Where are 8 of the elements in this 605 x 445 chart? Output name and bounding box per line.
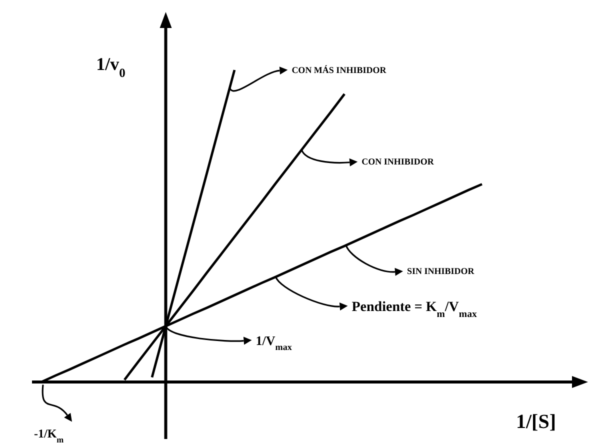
- text: -1/K$_{m}$: [34, 426, 64, 444]
- annotation: 1/V$_{max}$: [256, 333, 292, 352]
- x-axis-title: 1/[S]: [516, 411, 556, 433]
- legend-label: SIN INHIBIDOR: [407, 266, 475, 276]
- y-axis-title: 1/v$_{0}$: [96, 54, 126, 80]
- legend-label: CON INHIBIDOR: [362, 156, 434, 167]
- annotation: Pendiente = K$_{m}$/V$_{max}$: [352, 300, 477, 320]
- legend-label: CON MÁS INHIBIDOR: [292, 64, 387, 75]
